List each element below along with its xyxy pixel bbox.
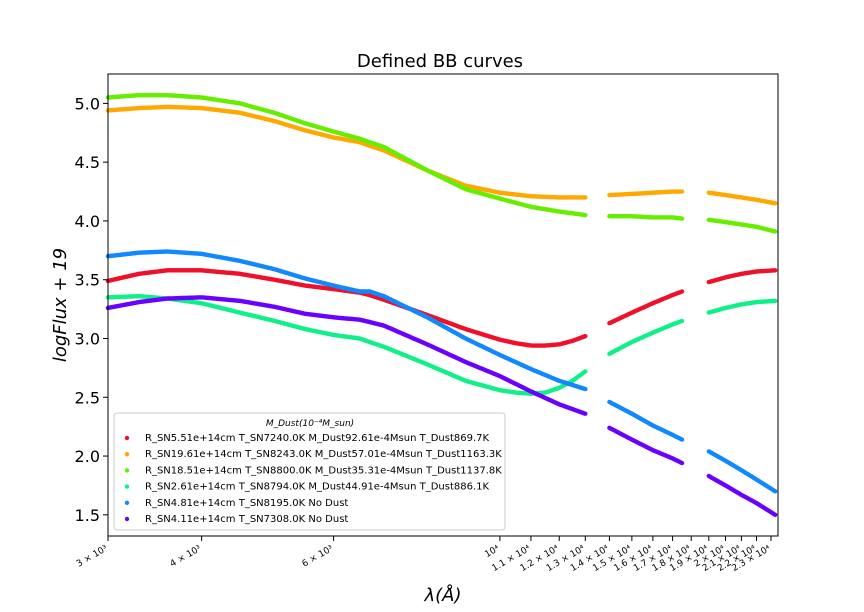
y-tick-label: 4.0	[75, 212, 100, 231]
y-tick-label: 4.5	[75, 153, 100, 172]
data-point	[679, 189, 685, 194]
y-tick-label: 3.0	[75, 330, 100, 349]
y-tick-label: 5.0	[75, 94, 100, 113]
legend-entry-label: R_SN19.61e+14cm T_SN8243.0K M_Dust57.01e…	[145, 449, 502, 460]
x-tick-label: 10⁴	[483, 544, 501, 560]
series-5	[105, 295, 778, 517]
y-tick-label: 2.5	[75, 388, 100, 407]
data-point	[583, 334, 588, 339]
data-point	[583, 369, 588, 374]
plot-markers	[105, 93, 778, 517]
legend-entry-label: R_SN4.81e+14cm T_SN8195.0K No Dust	[145, 498, 348, 509]
x-tick-label: 4 × 10³	[169, 544, 204, 570]
chart-title: Defined BB curves	[357, 51, 523, 72]
data-point	[773, 268, 778, 273]
data-point	[773, 298, 778, 304]
plot-frame	[107, 73, 779, 537]
data-point	[773, 489, 778, 494]
data-point	[679, 460, 685, 466]
data-point	[773, 512, 778, 517]
legend-entries: R_SN5.51e+14cm T_SN7240.0K M_Dust92.61e-…	[124, 433, 502, 525]
series-3	[105, 294, 778, 396]
x-axis-label: λ(Å)	[423, 584, 461, 606]
legend-entry-label: R_SN5.51e+14cm T_SN7240.0K M_Dust92.61e-…	[145, 433, 490, 444]
y-axis-ticks: 1.5 2.0 2.5 3.0 3.5 4.0 4.5 5.0	[75, 94, 108, 525]
data-point	[679, 216, 685, 221]
x-tick-label: 6 × 10³	[301, 544, 336, 570]
legend-entry-label: R_SN18.51e+14cm T_SN8800.0K M_Dust35.31e…	[145, 465, 502, 476]
data-point	[583, 212, 588, 218]
y-tick-label: 2.0	[75, 447, 100, 466]
legend: M_Dust(10⁻⁴M_sun) R_SN5.51e+14cm T_SN724…	[113, 412, 506, 531]
data-point	[773, 229, 778, 234]
data-point	[583, 386, 588, 392]
legend-marker	[124, 468, 130, 473]
data-point	[679, 289, 685, 294]
data-point	[583, 411, 588, 416]
series-4	[105, 249, 778, 494]
data-point	[583, 195, 588, 200]
data-point	[679, 318, 685, 324]
legend-entry-label: R_SN2.61e+14cm T_SN8794.0K M_Dust44.91e-…	[145, 482, 490, 493]
y-axis-label: logFlux + 19	[50, 248, 71, 362]
data-point	[773, 201, 778, 206]
series-2	[105, 93, 778, 234]
legend-entry-label: R_SN4.11e+14cm T_SN7308.0K No Dust	[145, 514, 348, 525]
series-1	[105, 104, 778, 206]
legend-marker	[124, 484, 130, 489]
legend-title: M_Dust(10⁻⁴M_sun)	[266, 419, 354, 429]
legend-marker	[124, 516, 130, 522]
y-tick-label: 3.5	[75, 271, 100, 290]
legend-marker	[124, 435, 130, 441]
y-tick-label: 1.5	[75, 506, 100, 525]
legend-box	[113, 412, 506, 531]
legend-marker	[124, 452, 130, 457]
legend-marker	[124, 500, 130, 505]
data-point	[679, 437, 685, 442]
x-tick-label: 3 × 10³	[75, 544, 110, 570]
series-0	[105, 268, 778, 348]
